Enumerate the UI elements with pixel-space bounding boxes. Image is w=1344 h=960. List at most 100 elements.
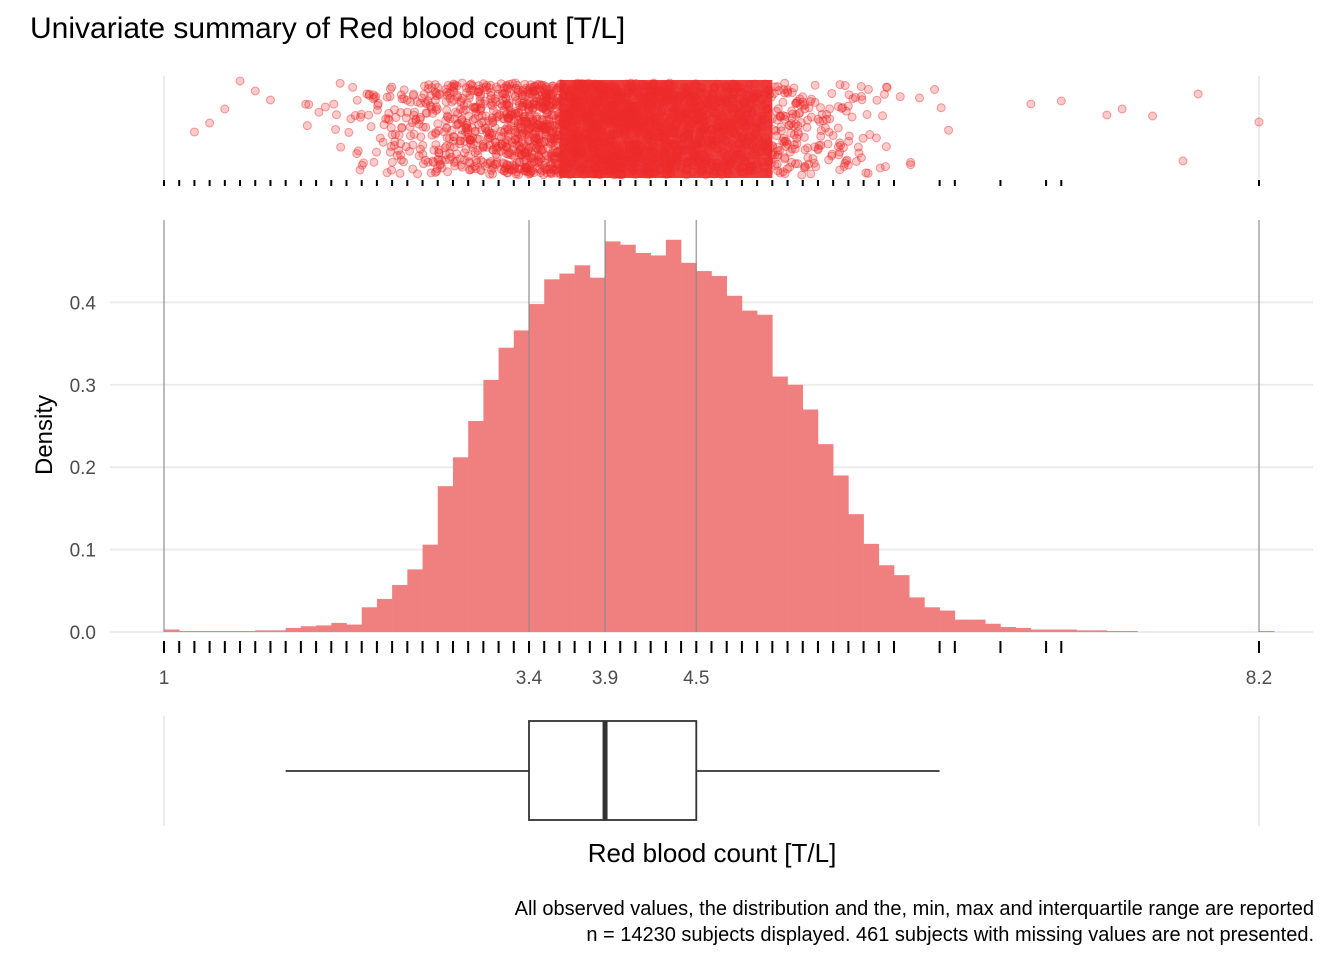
jitter-point (776, 126, 786, 136)
jitter-point (668, 124, 678, 134)
jitter-point (776, 122, 786, 132)
jitter-point (709, 83, 719, 93)
jitter-point (416, 112, 426, 122)
jitter-point (660, 146, 670, 156)
jitter-point (806, 169, 816, 179)
jitter-point (517, 137, 527, 147)
jitter-point (320, 102, 330, 112)
jitter-point (760, 79, 770, 89)
jitter-point (858, 133, 868, 143)
jitter-point (618, 109, 628, 119)
jitter-point (724, 157, 734, 167)
jitter-point (794, 109, 804, 119)
jitter-point (651, 167, 661, 177)
jitter-point (641, 133, 651, 143)
jitter-point (723, 118, 733, 128)
jitter-point (598, 93, 608, 103)
jitter-point (641, 156, 651, 166)
jitter-point (544, 164, 554, 174)
histogram-bar (894, 575, 910, 632)
jitter-point (566, 128, 576, 138)
histogram-bar (878, 565, 895, 632)
histogram-bar (1259, 631, 1275, 632)
jitter-point (614, 128, 624, 138)
jitter-point (553, 146, 563, 156)
jitter-point (541, 92, 551, 102)
jitter-point (631, 151, 641, 161)
jitter-point (510, 161, 520, 171)
jitter-point (594, 137, 604, 147)
jitter-point (709, 94, 719, 104)
jitter-point (624, 122, 634, 132)
jitter-point (638, 161, 648, 171)
jitter-point (539, 136, 549, 146)
jitter-point (448, 132, 458, 142)
jitter-point (567, 134, 577, 144)
jitter-point (641, 105, 651, 115)
jitter-point (614, 89, 624, 99)
jitter-point (730, 153, 740, 163)
jitter-point (591, 81, 601, 91)
jitter-point (768, 141, 778, 151)
jitter-point (701, 170, 711, 180)
jitter-point (487, 115, 497, 125)
jitter-point (648, 167, 658, 177)
histogram-bar (711, 276, 728, 632)
histogram-bar (605, 241, 621, 632)
jitter-point (707, 160, 717, 170)
jitter-point (623, 121, 633, 131)
jitter-point (498, 158, 508, 168)
jitter-point (554, 147, 564, 157)
jitter-point (758, 111, 768, 121)
jitter-point (554, 115, 564, 125)
jitter-point (682, 95, 692, 105)
jitter-point (572, 93, 582, 103)
jitter-point (445, 88, 455, 98)
jitter-point (518, 112, 528, 122)
jitter-point (585, 158, 595, 168)
jitter-point (609, 118, 619, 128)
jitter-point (485, 140, 495, 150)
jitter-point (656, 147, 666, 157)
jitter-point (566, 96, 576, 106)
jitter-point (431, 88, 441, 98)
jitter-point (597, 109, 607, 119)
jitter-point (408, 140, 418, 150)
jitter-point (478, 142, 488, 152)
jitter-point (702, 102, 712, 112)
jitter-point (538, 84, 548, 94)
jitter-point (936, 103, 946, 113)
jitter-point (670, 126, 680, 136)
jitter-point (723, 166, 733, 176)
jitter-point (464, 111, 474, 121)
jitter-point (464, 93, 474, 103)
jitter-point (753, 88, 763, 98)
histogram-bar (498, 347, 515, 632)
jitter-point (449, 132, 459, 142)
histogram-bar (650, 255, 667, 632)
jitter-point (752, 119, 762, 129)
jitter-point (690, 141, 700, 151)
jitter-point (573, 131, 583, 141)
jitter-point (521, 83, 531, 93)
jitter-point (636, 143, 646, 153)
jitter-point (603, 117, 613, 127)
jitter-point (756, 157, 766, 167)
jitter-point (632, 103, 642, 113)
jitter-point (336, 142, 346, 152)
jitter-point (608, 107, 618, 117)
jitter-point (532, 80, 542, 90)
jitter-point (573, 80, 583, 90)
jitter-point (810, 142, 820, 152)
jitter-point (656, 129, 666, 139)
jitter-point (799, 101, 809, 111)
jitter-point (666, 168, 676, 178)
jitter-point (536, 123, 546, 133)
jitter-point (629, 135, 639, 145)
jitter-point (386, 141, 396, 151)
jitter-point (731, 115, 741, 125)
jitter-point (835, 138, 845, 148)
jitter-point (691, 140, 701, 150)
jitter-point (634, 120, 644, 130)
jitter-point (535, 87, 545, 97)
